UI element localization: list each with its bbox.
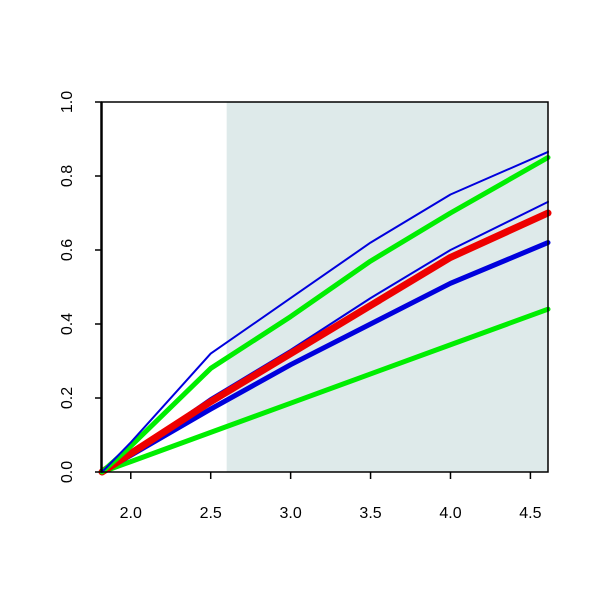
y-tick-label: 0.8 [59, 165, 76, 187]
y-tick-label: 1.0 [59, 91, 76, 113]
x-tick-label: 4.0 [439, 505, 461, 522]
plot-box [101, 101, 549, 473]
y-tick-label: 0.6 [59, 239, 76, 261]
line-series [98, 209, 552, 476]
x-tick-label: 3.0 [280, 505, 302, 522]
x-tick-label: 3.5 [359, 505, 381, 522]
y-tick-label: 0.4 [59, 313, 76, 335]
line-series [99, 155, 551, 475]
x-tick-label: 2.5 [200, 505, 222, 522]
line-series [101, 150, 549, 473]
y-tick-label: 0.2 [59, 387, 76, 409]
x-tick-label: 4.5 [519, 505, 541, 522]
x-tick-label: 2.0 [120, 505, 142, 522]
line-series [99, 306, 551, 475]
y-tick-label: 0.0 [59, 461, 76, 483]
